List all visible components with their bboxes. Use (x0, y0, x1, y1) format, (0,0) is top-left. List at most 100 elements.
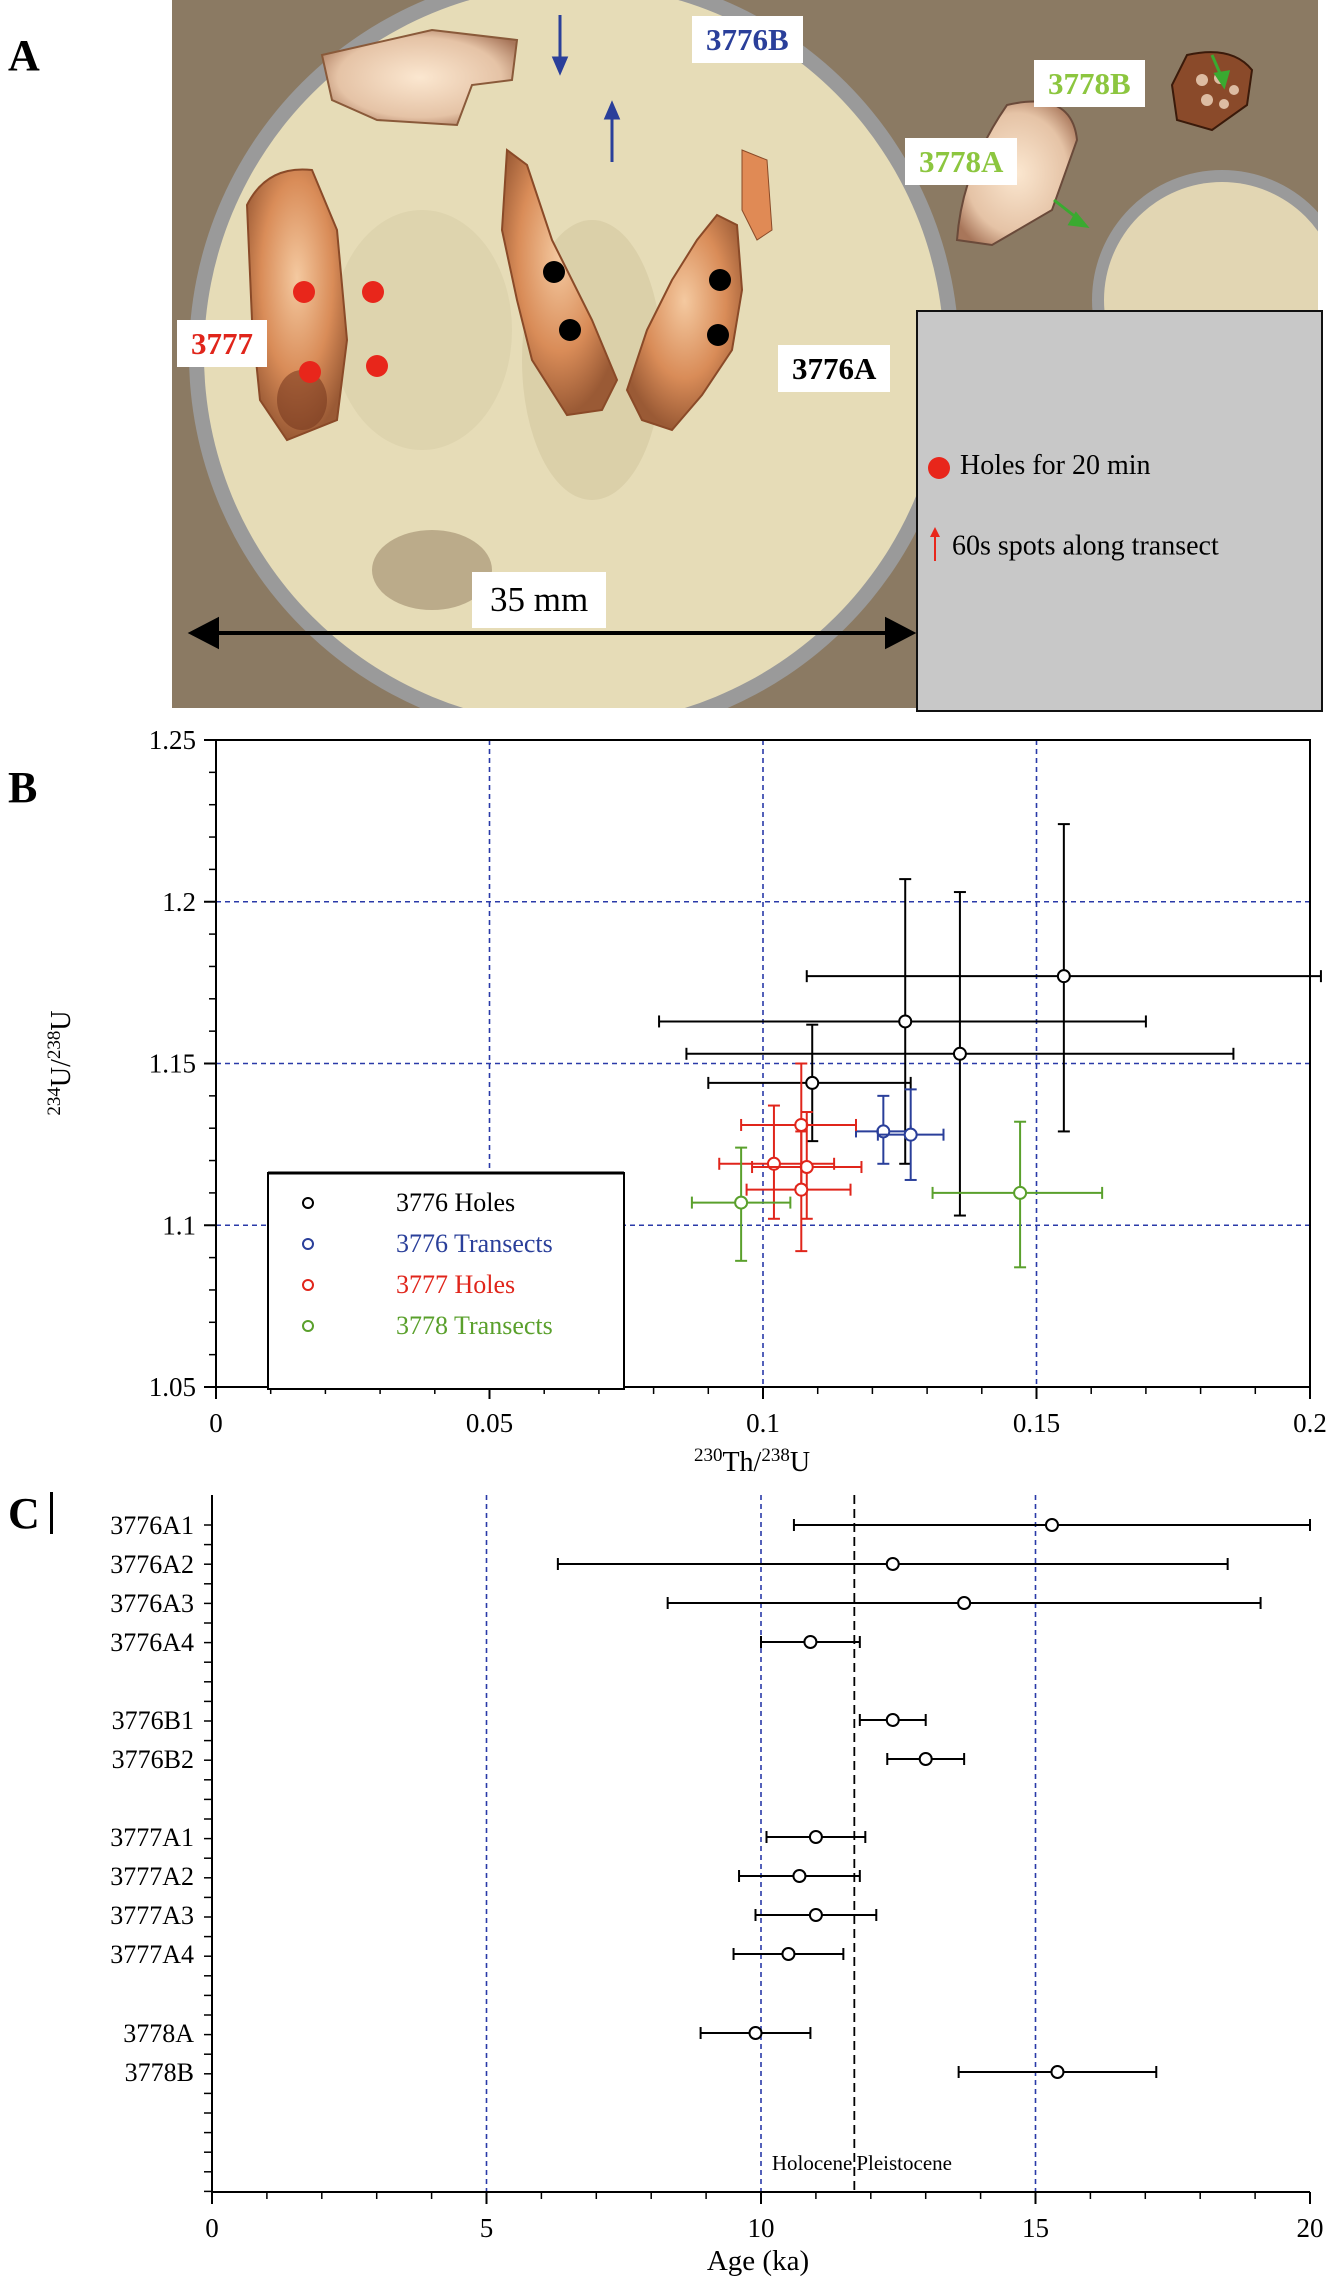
b-ytick-label: 1.2 (162, 887, 196, 917)
b-legend-marker (302, 1320, 314, 1332)
c-row-label: 3778A (123, 2019, 194, 2048)
panel-c-letter: C (8, 1489, 40, 1538)
c-row-label: 3776B2 (112, 1745, 194, 1774)
c-row-3776A2: 3776A2 (110, 1550, 1229, 1579)
c-row-3778A: 3778A (123, 2019, 812, 2048)
holes-3777 (293, 281, 388, 383)
c-age-point (748, 2026, 763, 2040)
b-axis-labels: 230Th/238U 234U/238U (44, 1010, 810, 1478)
b-legend-label: 3777 Holes (396, 1270, 515, 1299)
sample-label-3776b: 3776B (692, 16, 803, 63)
b-legend: 3776 Holes 3776 Transects 3777 Holes 3778 T… (267, 1171, 625, 1390)
panel-c-bar (50, 1492, 53, 1534)
chart-b: 0 0.05 0.1 0.15 0.2 1.05 1.1 1.15 1.2 1.25 230Th/… (44, 725, 1327, 1478)
c-row-label: 3778B (125, 2058, 194, 2087)
c-age-point (803, 1635, 818, 1649)
b-data-point (952, 1046, 967, 1061)
c-pleistocene-label: Pleistocene (856, 2151, 952, 2175)
c-age-point (918, 1752, 933, 1766)
b-xtick-label: 0.15 (1013, 1408, 1060, 1438)
red-dot-icon (928, 456, 950, 479)
b-xtick-label: 0.1 (746, 1408, 780, 1438)
scale-label: 35 mm (472, 572, 607, 628)
b-ytick-label: 1.25 (149, 725, 196, 755)
transect-arrows-3778 (1053, 54, 1231, 228)
c-points: 3776A1 3776A2 3776A3 3776A4 3776B1 3776B2 3777… (110, 1511, 1311, 2087)
panel-b-letter: B (8, 763, 38, 812)
c-xtick-label: 10 (748, 2213, 775, 2243)
b-legend-label: 3776 Holes (396, 1188, 515, 1217)
bone-3776a-right (625, 213, 744, 432)
b-data-point (734, 1195, 749, 1210)
c-age-point (792, 1869, 807, 1883)
b-ticks: 0 0.05 0.1 0.15 0.2 1.05 1.1 1.15 1.2 1.25 (149, 725, 1327, 1438)
c-xtick-label: 15 (1022, 2213, 1049, 2243)
b-legend-label: 3778 Transects (396, 1311, 553, 1340)
b-data-point (903, 1127, 918, 1142)
scale-bar (187, 616, 917, 650)
b-data-point (1056, 969, 1071, 984)
c-age-point (885, 1557, 900, 1571)
c-row-label: 3777A2 (110, 1862, 194, 1891)
holes-3776a (543, 261, 731, 346)
c-row-3776B2: 3776B2 (112, 1745, 966, 1774)
b-series-2 (718, 1062, 863, 1253)
c-age-point (1050, 2065, 1065, 2079)
bone-3778b (1170, 51, 1254, 132)
legend-holes-label: Holes for 20 min (960, 450, 1151, 481)
b-series-1 (854, 1088, 945, 1181)
c-row-3776A1: 3776A1 (110, 1511, 1311, 1540)
c-row-3777A3: 3777A3 (110, 1901, 878, 1930)
b-legend-marker (302, 1238, 314, 1250)
c-row-label: 3776A4 (110, 1628, 194, 1657)
c-row-3777A1: 3777A1 (110, 1823, 867, 1852)
b-series-0 (658, 823, 1322, 1217)
b-series-3 (690, 1120, 1104, 1269)
b-xtick-label: 0 (209, 1408, 223, 1438)
c-row-3777A2: 3777A2 (110, 1862, 861, 1891)
sample-label-3778a: 3778A (905, 138, 1018, 185)
bone-3776a-left (500, 148, 619, 417)
b-ytick-label: 1.15 (149, 1049, 196, 1079)
panel-a-letter: A (8, 31, 40, 80)
b-data-point (898, 1014, 913, 1029)
c-row-label: 3777A4 (110, 1940, 194, 1969)
b-data-point (794, 1182, 809, 1197)
legend-holes-row: Holes for 20 min (928, 450, 1151, 482)
b-xlabel: 230Th/238U (694, 1445, 810, 1478)
c-frame (211, 1495, 1310, 2193)
c-age-point (885, 1713, 900, 1727)
b-legend-marker (302, 1279, 314, 1291)
sample-label-3777: 3777 (177, 320, 267, 367)
c-age-point (957, 1596, 972, 1610)
sample-label-3778b: 3778B (1034, 60, 1145, 107)
c-holocene-label: Holocene (772, 2151, 852, 2175)
b-xtick-label: 0.05 (466, 1408, 513, 1438)
c-xtick-label: 20 (1297, 2213, 1324, 2243)
c-xtick-label: 0 (205, 2213, 219, 2243)
c-row-label: 3776A1 (110, 1511, 194, 1540)
c-age-point (781, 1947, 796, 1961)
bone-3776b (320, 28, 519, 127)
c-row-3776A4: 3776A4 (110, 1628, 861, 1657)
c-row-3776B1: 3776B1 (112, 1706, 927, 1735)
c-row-3776A3: 3776A3 (110, 1589, 1262, 1618)
chart-c: 0 5 10 15 20 3776A13776A23776A33776A43776B13… (110, 1495, 1324, 2277)
c-row-label: 3776A2 (110, 1550, 194, 1579)
transect-arrows-3776b (551, 15, 621, 162)
legend-spots-label: 60s spots along transect (952, 530, 1219, 562)
c-age-point (808, 1830, 823, 1844)
c-xtick-label: 5 (480, 2213, 494, 2243)
c-age-point (808, 1908, 823, 1922)
b-series (658, 823, 1322, 1269)
c-age-point (1044, 1518, 1059, 1532)
c-xlabel: Age (ka) (707, 2245, 809, 2277)
legend-spots-row: 60s spots along transect (928, 527, 1219, 569)
bone-3777 (245, 168, 349, 442)
b-ytick-label: 1.05 (149, 1372, 196, 1402)
b-xtick-label: 0.2 (1293, 1408, 1327, 1438)
c-row-label: 3776A3 (110, 1589, 194, 1618)
c-ticks: 0 5 10 15 20 (204, 1524, 1324, 2243)
c-row-label: 3776B1 (112, 1706, 194, 1735)
panel-a-legend: Holes for 20 min 60s spots along transec… (916, 310, 1323, 712)
